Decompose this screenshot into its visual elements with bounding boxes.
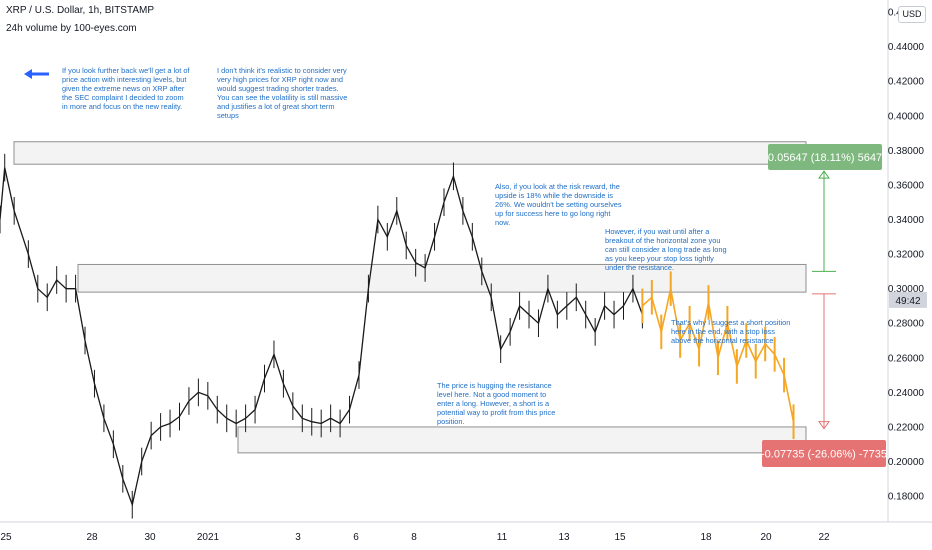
long-label-text: 0.05647 (18.11%) 5647 [768, 152, 882, 164]
note-short-trades: I don't think it's realistic to consider… [217, 66, 348, 120]
note-breakout: However, if you wait until after a break… [605, 227, 727, 272]
projection-series [641, 271, 795, 440]
y-tick-label: 0.22000 [888, 422, 925, 433]
current-time-tag [889, 291, 927, 308]
currency-button[interactable]: USD [898, 6, 926, 23]
short-label-text: -0.07735 (-26.06%) -7735 [761, 449, 887, 461]
zone-2[interactable] [237, 426, 807, 454]
short-arrowhead [818, 421, 830, 430]
y-tick-label: 0.26000 [888, 353, 925, 364]
price-series [0, 153, 644, 519]
x-tick-label: 8 [411, 532, 417, 543]
y-tick-label: 0.42000 [888, 77, 925, 88]
measure-labels: 0.05647 (18.11%) 5647 -0.07735 (-26.06%) … [761, 144, 927, 467]
x-tick-label: 25 [0, 532, 12, 543]
y-tick-label: 0.36000 [888, 180, 925, 191]
x-tick-label: 30 [144, 532, 156, 543]
y-tick-label: 0.38000 [888, 146, 925, 157]
y-tick-label: 0.44000 [888, 42, 925, 53]
x-tick-label: 20 [760, 532, 772, 543]
y-tick-label: 0.30000 [888, 284, 925, 295]
long-arrowhead [818, 170, 830, 179]
y-tick-label: 0.34000 [888, 215, 925, 226]
y-tick-label: 0.28000 [888, 319, 925, 330]
zone-1[interactable] [77, 263, 807, 293]
risk-reward-measure [812, 170, 836, 430]
note-risk-reward: Also, if you look at the risk reward, th… [495, 182, 622, 227]
left-arrow-icon [24, 69, 49, 79]
x-tick-label: 3 [295, 532, 301, 543]
x-tick-label: 22 [818, 532, 830, 543]
current-time-text: 49:42 [895, 296, 920, 307]
zone-0[interactable] [13, 141, 807, 165]
y-tick-label: 0.20000 [888, 457, 925, 468]
note-sec-complaint: If you look further back we'll get a lot… [62, 66, 190, 111]
x-tick-label: 11 [497, 532, 508, 543]
x-tick-label: 13 [558, 532, 570, 543]
y-tick-label: 0.24000 [888, 388, 925, 399]
horizontal-zones [13, 141, 807, 454]
symbol-title: XRP / U.S. Dollar, 1h, BITSTAMP [6, 5, 155, 16]
note-short-position: That's why I suggest a short position he… [671, 318, 791, 345]
y-tick-label: 0.32000 [888, 250, 925, 261]
indicator-title: 24h volume by 100-eyes.com [6, 23, 137, 34]
short-label[interactable]: -0.07735 (-26.06%) -7735 [761, 440, 887, 467]
x-tick-label: 2021 [197, 532, 220, 543]
short-label-bg [762, 440, 886, 467]
y-tick-label: 0.40000 [888, 111, 925, 122]
y-tick-label: 0.18000 [888, 492, 925, 503]
note-hugging-resistance: The price is hugging the resistance leve… [437, 381, 556, 426]
long-label[interactable]: 0.05647 (18.11%) 5647 [768, 144, 882, 170]
x-tick-label: 18 [700, 532, 712, 543]
x-tick-label: 6 [353, 532, 359, 543]
x-tick-label: 15 [614, 532, 626, 543]
x-tick-label: 28 [86, 532, 98, 543]
long-label-bg [768, 144, 882, 170]
